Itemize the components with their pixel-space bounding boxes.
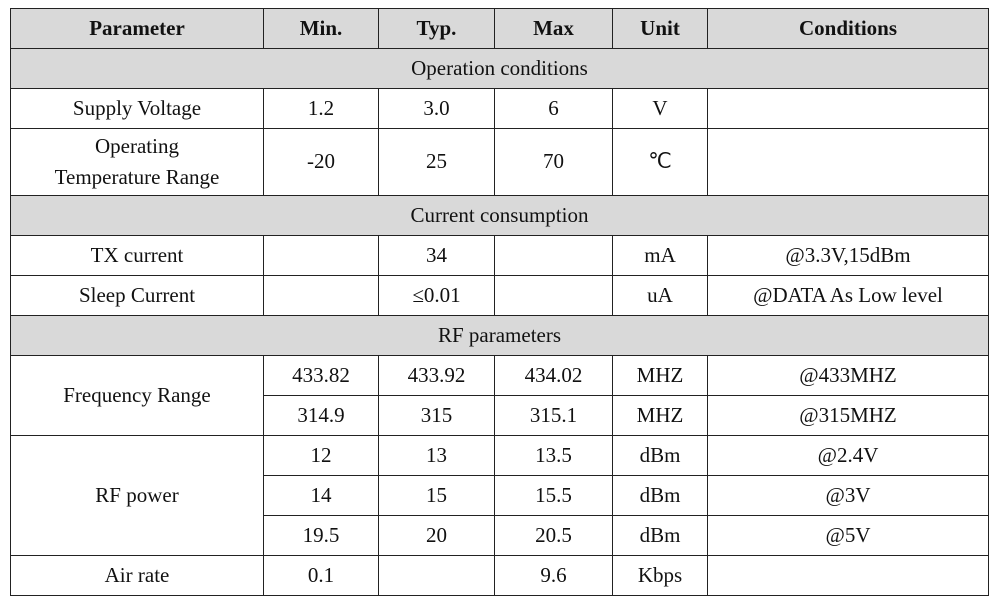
value-cell: uA [612,275,708,316]
value-cell: MHZ [612,395,708,436]
parameter-cell: Frequency Range [10,355,264,436]
value-cell: 315.1 [494,395,613,436]
value-cell: 3.0 [378,88,495,129]
value-cell: 70 [494,128,613,196]
section-title: RF parameters [10,315,989,356]
value-cell: 433.82 [263,355,379,396]
parameter-cell: RF power [10,435,264,556]
value-cell: 20.5 [494,515,613,556]
data-row: Operating Temperature Range -20 25 70 ℃ [10,128,989,196]
value-cell: 20 [378,515,495,556]
value-cell: 1.2 [263,88,379,129]
value-cell [707,88,989,129]
data-row: 19.5 20 20.5 dBm @5V [11,515,989,556]
value-cell: dBm [612,515,708,556]
value-cell: 315 [378,395,495,436]
value-cell: @5V [707,515,989,556]
value-cell: ≤0.01 [378,275,495,316]
parameter-cell: Sleep Current [10,275,264,316]
parameter-cell: Supply Voltage [10,88,264,129]
section-title: Current consumption [10,195,989,236]
value-cell [707,555,989,596]
value-cell: 13 [378,435,495,476]
value-cell: dBm [612,475,708,516]
header-cell: Typ. [378,8,495,49]
value-cell: 14 [263,475,379,516]
value-cell: @3.3V,15dBm [707,235,989,276]
value-cell: MHZ [612,355,708,396]
value-cell [378,555,495,596]
value-cell: @2.4V [707,435,989,476]
value-cell: @315MHZ [707,395,989,436]
data-row: Frequency Range 433.82 433.92 434.02 MHZ @433… [10,355,989,436]
section-row: RF parameters [10,315,989,356]
value-cell: 34 [378,235,495,276]
section-row: Current consumption [10,195,989,236]
value-cell [707,128,989,196]
value-cell: @DATA As Low level [707,275,989,316]
value-cell: 0.1 [263,555,379,596]
value-cell: dBm [612,435,708,476]
data-row: TX current 34 mA @3.3V,15dBm [10,235,989,276]
value-cell: 25 [378,128,495,196]
header-cell: Parameter [10,8,264,49]
data-row: Sleep Current ≤0.01 uA @DATA As Low level [10,275,989,316]
header-row: Parameter Min. Typ. Max Unit Conditions [10,8,989,49]
data-row: Air rate 0.1 9.6 Kbps [10,555,989,596]
value-cell: @3V [707,475,989,516]
section-row: Operation conditions [10,48,989,89]
value-cell: -20 [263,128,379,196]
value-cell: 12 [263,435,379,476]
parameter-cell: Operating Temperature Range [10,128,264,196]
value-cell [263,235,379,276]
spec-table: Parameter Min. Typ. Max Unit Conditions Opera… [10,8,989,596]
value-cell [263,275,379,316]
parameter-cell: TX current [10,235,264,276]
header-cell: Min. [263,8,379,49]
value-cell: ℃ [612,128,708,196]
value-cell: mA [612,235,708,276]
parameter-cell: Air rate [10,555,264,596]
value-cell: 314.9 [263,395,379,436]
header-cell: Unit [612,8,708,49]
header-cell: Conditions [707,8,989,49]
value-cell [494,275,613,316]
value-cell [494,235,613,276]
value-cell: 13.5 [494,435,613,476]
value-cell: 19.5 [263,515,379,556]
value-cell: 15 [378,475,495,516]
section-title: Operation conditions [10,48,989,89]
value-cell: 15.5 [494,475,613,516]
value-cell: 434.02 [494,355,613,396]
value-cell: 6 [494,88,613,129]
data-row: RF power 12 13 13.5 dBm @2.4V [10,435,989,556]
header-cell: Max [494,8,613,49]
value-cell: V [612,88,708,129]
value-cell: Kbps [612,555,708,596]
value-cell: @433MHZ [707,355,989,396]
data-row: Supply Voltage 1.2 3.0 6 V [10,88,989,129]
value-cell: 9.6 [494,555,613,596]
data-row: 14 15 15.5 dBm @3V [11,475,989,516]
value-cell: 433.92 [378,355,495,396]
